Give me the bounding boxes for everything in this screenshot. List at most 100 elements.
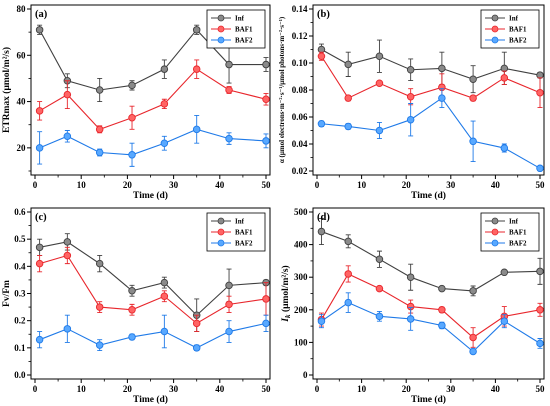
y-axis-label: Fv/Fm <box>2 280 12 307</box>
inf-data-point <box>438 64 446 73</box>
inf-data-point <box>35 243 44 252</box>
legend-entry-inf: Inf <box>211 218 245 226</box>
legend-entry-baf1: BAF1 <box>485 229 527 237</box>
inf-data-point <box>500 268 509 277</box>
x-axis-label: Time (d) <box>411 394 446 405</box>
legend-entry-baf1: BAF1 <box>211 229 253 237</box>
baf1-data-point <box>500 74 509 82</box>
y-axis-label: Ik (μmol/m²/s) <box>280 265 292 322</box>
legend-label: BAF2 <box>235 37 253 45</box>
legend-swatch-marker <box>491 25 499 33</box>
x-tick-label: 0 <box>33 180 38 190</box>
baf1-data-point <box>536 306 544 314</box>
baf2-data-point <box>500 317 509 325</box>
legend-swatch-marker <box>217 14 225 22</box>
y-axis-label: α (μmol electrons·m⁻²·s⁻¹/μmol photons·m… <box>278 16 286 163</box>
legend-label: Inf <box>509 218 519 226</box>
legend-swatch-marker <box>217 25 225 33</box>
x-tick-label: 30 <box>169 180 179 190</box>
x-tick-label: 20 <box>402 384 412 394</box>
series-line-inf <box>321 49 541 80</box>
legend-entry-inf: Inf <box>485 218 519 226</box>
y-tick-label: 0.5 <box>14 234 26 244</box>
x-tick-label: 30 <box>169 384 179 394</box>
inf-data-point <box>536 267 544 276</box>
series-line-baf1 <box>39 68 267 130</box>
series-line-inf <box>39 28 266 91</box>
inf-data-point <box>262 60 270 69</box>
y-axis-label-unit: (μmol/m²/s) <box>280 265 291 312</box>
legend-entry-baf1: BAF1 <box>211 26 253 34</box>
baf1-data-point <box>128 114 136 122</box>
x-tick-label: 50 <box>262 180 272 190</box>
y-tick-label: 20 <box>17 143 27 153</box>
baf1-data-point <box>536 88 544 97</box>
legend: Inf BAF1 BAF2 <box>206 212 266 252</box>
baf1-data-point <box>35 107 44 115</box>
legend-swatch-marker <box>217 239 225 247</box>
legend-label: Inf <box>509 15 519 23</box>
panel-label: (c) <box>35 212 47 223</box>
series-line-baf2 <box>321 302 541 353</box>
baf2-data-point <box>469 137 477 146</box>
series-line-inf <box>321 231 541 292</box>
baf2-data-point <box>344 298 352 307</box>
baf2-data-point <box>63 325 72 333</box>
baf2-data-point <box>95 148 104 157</box>
inf-data-point <box>375 255 384 264</box>
legend-label: BAF2 <box>235 240 253 248</box>
baf2-data-point <box>225 327 233 336</box>
legend-label: Inf <box>235 218 245 226</box>
baf2-data-point <box>375 312 384 321</box>
x-axis-label: Time (d) <box>133 190 168 201</box>
x-tick-label: 10 <box>357 180 367 190</box>
x-tick-label: 0 <box>33 384 38 394</box>
y-tick-label: 0.04 <box>292 139 308 149</box>
x-tick-label: 40 <box>491 384 501 394</box>
baf1-data-point <box>225 300 233 309</box>
baf1-data-point <box>63 90 72 99</box>
x-tick-label: 30 <box>446 180 456 190</box>
legend-entry-baf2: BAF2 <box>211 37 253 45</box>
x-tick-label: 40 <box>215 384 225 394</box>
baf1-data-point <box>317 52 326 61</box>
y-tick-label: 0.2 <box>14 316 26 326</box>
baf1-data-point <box>128 306 136 314</box>
inf-data-point <box>95 259 104 268</box>
series-line-baf2 <box>321 97 541 169</box>
inf-data-point <box>225 60 233 69</box>
baf2-data-point <box>438 321 446 330</box>
y-tick-label: 100 <box>294 337 308 347</box>
x-axis-label: Time (d) <box>411 190 446 201</box>
legend-swatch-marker <box>491 14 499 22</box>
baf2-data-point <box>469 347 477 356</box>
panel-label: (b) <box>317 9 330 20</box>
baf2-data-point <box>262 137 270 145</box>
inf-data-point <box>406 273 415 281</box>
legend-label: Inf <box>235 15 245 23</box>
inf-data-point <box>344 60 352 69</box>
baf2-data-point <box>35 335 44 344</box>
inf-data-point <box>35 26 44 34</box>
y-tick-label: 0.02 <box>292 166 308 176</box>
inf-data-point <box>344 237 352 246</box>
y-tick-label: 0.12 <box>292 31 308 41</box>
inf-data-point <box>375 52 384 61</box>
y-tick-label: 500 <box>294 207 308 217</box>
baf1-data-point <box>375 284 384 293</box>
y-tick-label: 0 <box>303 370 308 380</box>
baf2-data-point <box>375 126 384 135</box>
x-tick-label: 0 <box>315 180 320 190</box>
baf1-data-point <box>95 303 104 311</box>
series-line-baf1 <box>320 273 541 339</box>
x-tick-label: 0 <box>315 384 320 394</box>
panel-label: (a) <box>35 9 48 20</box>
legend-entry-baf2: BAF2 <box>211 240 253 248</box>
baf2-data-point <box>192 125 201 134</box>
inf-data-point <box>469 75 477 83</box>
panel-label: (d) <box>317 212 330 223</box>
baf2-data-point <box>35 144 44 152</box>
series-baf2 <box>317 88 544 173</box>
x-tick-label: 20 <box>402 180 412 190</box>
